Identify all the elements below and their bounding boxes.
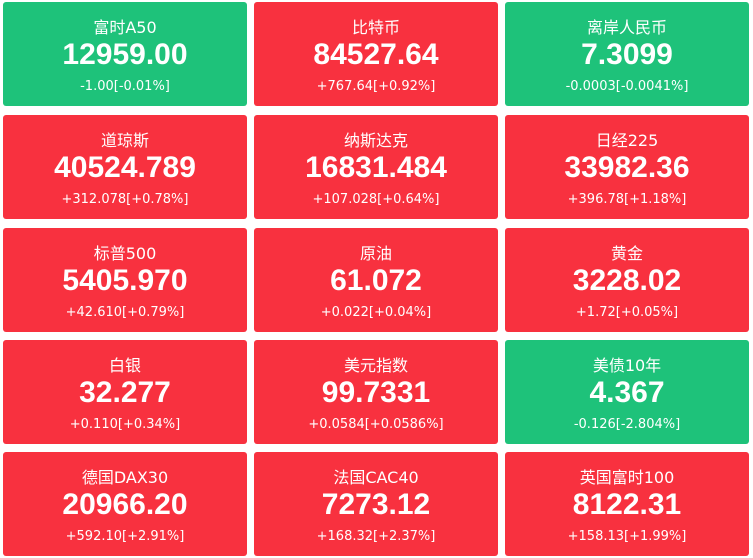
quote-price: 5405.970: [62, 264, 188, 297]
quote-tile[interactable]: 美元指数 99.7331 +0.0584[+0.0586%]: [254, 340, 498, 444]
quote-name: 比特币: [351, 18, 400, 37]
quote-name: 原油: [359, 244, 392, 263]
quote-change: +158.13[+1.99%]: [567, 529, 687, 544]
quote-name: 道琼斯: [100, 131, 149, 150]
quote-name: 纳斯达克: [343, 131, 408, 150]
quote-change: +107.028[+0.64%]: [312, 192, 440, 207]
quote-price: 7273.12: [321, 488, 431, 521]
quote-tile[interactable]: 纳斯达克 16831.484 +107.028[+0.64%]: [254, 115, 498, 219]
quote-change: +0.110[+0.34%]: [69, 417, 181, 432]
quote-name: 富时A50: [93, 18, 157, 37]
quote-tile[interactable]: 美债10年 4.367 -0.126[-2.804%]: [505, 340, 749, 444]
quote-change: -1.00[-0.01%]: [80, 79, 170, 94]
quote-price: 84527.64: [313, 38, 439, 71]
quote-change: +0.022[+0.04%]: [320, 305, 432, 320]
quote-price: 12959.00: [62, 38, 188, 71]
quote-change: +767.64[+0.92%]: [316, 79, 436, 94]
quote-change: -0.0003[-0.0041%]: [565, 79, 689, 94]
quote-name: 美债10年: [592, 356, 662, 375]
quote-tile[interactable]: 日经225 33982.36 +396.78[+1.18%]: [505, 115, 749, 219]
quote-name: 白银: [108, 356, 141, 375]
quote-name: 法国CAC40: [333, 468, 419, 487]
quote-price: 16831.484: [305, 151, 447, 184]
quote-name: 日经225: [595, 131, 659, 150]
quote-price: 7.3099: [581, 38, 673, 71]
quote-name: 英国富时100: [579, 468, 675, 487]
quote-tile[interactable]: 黄金 3228.02 +1.72[+0.05%]: [505, 228, 749, 332]
quote-change: +312.078[+0.78%]: [61, 192, 189, 207]
quote-tile[interactable]: 法国CAC40 7273.12 +168.32[+2.37%]: [254, 452, 498, 556]
quote-change: +592.10[+2.91%]: [65, 529, 185, 544]
quote-price: 99.7331: [321, 376, 431, 409]
quote-tile[interactable]: 道琼斯 40524.789 +312.078[+0.78%]: [3, 115, 247, 219]
quote-change: +42.610[+0.79%]: [65, 305, 185, 320]
quote-tile[interactable]: 原油 61.072 +0.022[+0.04%]: [254, 228, 498, 332]
quote-tile[interactable]: 标普500 5405.970 +42.610[+0.79%]: [3, 228, 247, 332]
quote-change: +0.0584[+0.0586%]: [308, 417, 444, 432]
quote-tile[interactable]: 比特币 84527.64 +767.64[+0.92%]: [254, 2, 498, 106]
quote-tile[interactable]: 白银 32.277 +0.110[+0.34%]: [3, 340, 247, 444]
quote-change: -0.126[-2.804%]: [573, 417, 681, 432]
quote-tile[interactable]: 德国DAX30 20966.20 +592.10[+2.91%]: [3, 452, 247, 556]
quote-tile[interactable]: 富时A50 12959.00 -1.00[-0.01%]: [3, 2, 247, 106]
quote-tile[interactable]: 离岸人民币 7.3099 -0.0003[-0.0041%]: [505, 2, 749, 106]
quote-price: 20966.20: [62, 488, 188, 521]
quote-name: 德国DAX30: [81, 468, 169, 487]
quote-price: 33982.36: [564, 151, 690, 184]
quote-price: 32.277: [79, 376, 171, 409]
quote-name: 标普500: [93, 244, 157, 263]
quote-change: +168.32[+2.37%]: [316, 529, 436, 544]
quote-price: 40524.789: [54, 151, 196, 184]
quote-price: 8122.31: [572, 488, 682, 521]
quote-price: 61.072: [330, 264, 422, 297]
quote-price: 3228.02: [572, 264, 682, 297]
quote-name: 离岸人民币: [586, 18, 667, 37]
quote-price: 4.367: [589, 376, 665, 409]
quote-tile[interactable]: 英国富时100 8122.31 +158.13[+1.99%]: [505, 452, 749, 556]
quote-change: +1.72[+0.05%]: [575, 305, 679, 320]
quote-name: 黄金: [610, 244, 643, 263]
quote-change: +396.78[+1.18%]: [567, 192, 687, 207]
quote-name: 美元指数: [343, 356, 408, 375]
